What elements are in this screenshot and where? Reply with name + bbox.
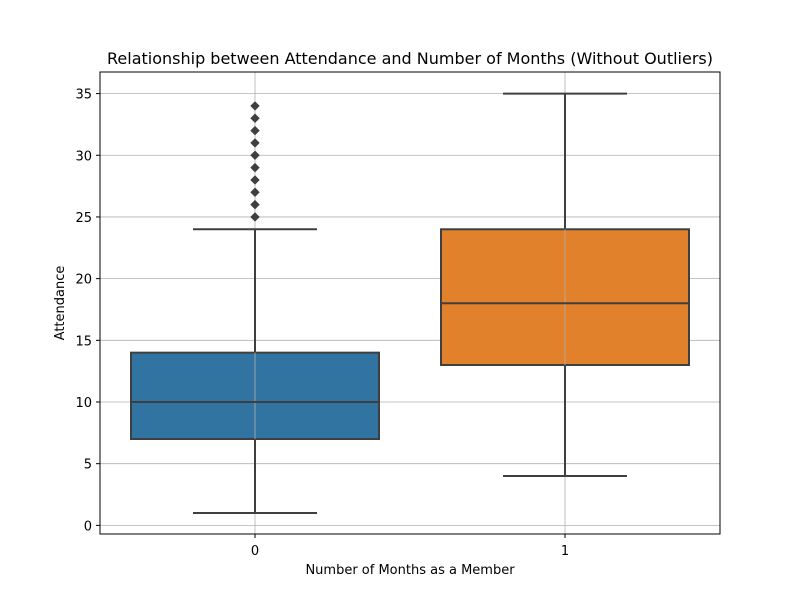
- outlier-point: [250, 187, 260, 197]
- box-group-0: [130, 101, 380, 515]
- y-tick-label: 25: [75, 211, 92, 226]
- outlier-point: [250, 162, 260, 173]
- outlier-point: [250, 113, 260, 123]
- y-tick-label: 15: [75, 334, 92, 349]
- y-tick-label: 20: [75, 273, 92, 288]
- chart-title: Relationship between Attendance and Numb…: [107, 49, 713, 68]
- y-ticks: 0 5 10 15 20 25 30 35: [75, 88, 100, 534]
- outlier-point: [250, 150, 260, 160]
- y-axis-title: Attendance: [53, 266, 68, 341]
- y-tick-label: 0: [84, 519, 92, 534]
- outlier-point: [250, 175, 260, 185]
- y-tick-label: 30: [75, 149, 92, 164]
- y-tick-label: 5: [84, 458, 92, 473]
- outlier-point: [250, 101, 260, 111]
- outlier-point: [250, 199, 260, 210]
- box-group-1: [440, 92, 690, 478]
- y-tick-label: 10: [75, 396, 92, 411]
- x-axis-title: Number of Months as a Member: [305, 563, 515, 578]
- x-tick-label: 0: [251, 544, 259, 559]
- boxes: [130, 92, 690, 515]
- plot-frame: [99, 71, 721, 535]
- x-tick-label: 1: [561, 544, 569, 559]
- outlier-point: [250, 125, 260, 136]
- outlier-point: [250, 212, 260, 222]
- y-tick-label: 35: [75, 88, 92, 103]
- outlier-point: [250, 138, 260, 148]
